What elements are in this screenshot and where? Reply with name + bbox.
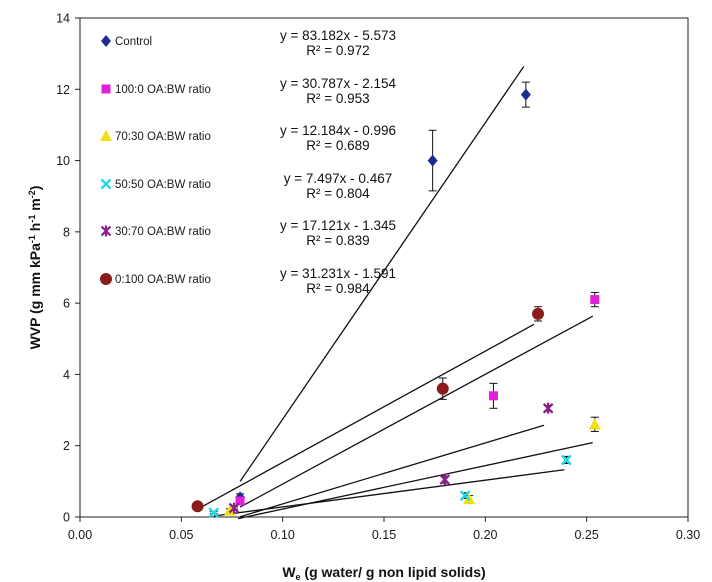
- y-axis-title: WVP (g mm kPa-1 h-1 m-2): [27, 186, 43, 350]
- y-tick-label: 0: [63, 511, 70, 525]
- legend-marker: [100, 273, 112, 285]
- r-squared-label: R² = 0.839: [306, 233, 369, 248]
- x-axis-title: We (g water/ g non lipid solids): [282, 564, 485, 582]
- legend-label: Control: [115, 36, 152, 48]
- x-tick-label: 0.10: [270, 528, 294, 542]
- r-squared-label: R² = 0.984: [306, 281, 370, 296]
- data-point: [588, 418, 601, 430]
- data-markers: [191, 88, 601, 519]
- legend-marker: [101, 35, 111, 47]
- trendline: [213, 469, 565, 517]
- equation-label: y = 17.121x - 1.345: [280, 218, 396, 233]
- x-tick-label: 0.05: [169, 528, 193, 542]
- legend-marker: [100, 178, 112, 190]
- equation-label: y = 83.182x - 5.573: [280, 28, 396, 43]
- data-point: [439, 474, 451, 486]
- equation-label: y = 31.231x - 1.591: [280, 266, 396, 281]
- data-point: [191, 500, 204, 513]
- legend-marker: [100, 130, 112, 141]
- y-axis-ticks: 0 2 4 6 8 10 12 14: [56, 12, 80, 525]
- x-tick-label: 0.30: [676, 528, 700, 542]
- data-point: [520, 88, 531, 101]
- error-bars: [193, 81, 599, 515]
- data-point: [427, 154, 438, 167]
- r-squared-label: R² = 0.953: [306, 91, 369, 106]
- legend-label: 70:30 OA:BW ratio: [115, 131, 211, 143]
- legend-label: 0:100 OA:BW ratio: [115, 274, 211, 286]
- data-point: [436, 382, 449, 395]
- data-point: [235, 496, 245, 506]
- trendline: [237, 441, 593, 520]
- trendline: [239, 424, 545, 518]
- trendline: [239, 315, 594, 508]
- data-point: [488, 391, 498, 401]
- x-tick-label: 0.20: [473, 528, 497, 542]
- data-point: [532, 307, 545, 320]
- equation-label: y = 12.184x - 0.996: [280, 123, 396, 138]
- data-point: [561, 454, 572, 466]
- legend-label: 50:50 OA:BW ratio: [115, 179, 211, 191]
- y-tick-label: 12: [56, 83, 70, 97]
- equation-label: y = 7.497x - 0.467: [284, 171, 392, 186]
- r-squared-label: R² = 0.689: [306, 138, 369, 153]
- r-squared-label: R² = 0.972: [306, 43, 369, 58]
- y-tick-label: 4: [63, 368, 70, 382]
- data-point: [208, 507, 220, 519]
- data-point: [228, 502, 240, 514]
- equation-label: y = 30.787x - 2.154: [280, 76, 396, 91]
- y-tick-label: 6: [63, 297, 70, 311]
- trendline: [197, 323, 535, 510]
- legend-label: 100:0 OA:BW ratio: [115, 84, 211, 96]
- legend-marker: [100, 225, 112, 237]
- legend: Control 100:0 OA:BW ratio 70:30 OA:BW rati…: [100, 35, 211, 286]
- x-axis-ticks: 0.00 0.05 0.10 0.15 0.20 0.25 0.30: [68, 517, 700, 542]
- data-point: [459, 490, 471, 501]
- data-point: [590, 295, 600, 305]
- x-tick-label: 0.15: [372, 528, 396, 542]
- trendlines: [197, 65, 594, 520]
- legend-label: 30:70 OA:BW ratio: [115, 226, 211, 238]
- y-tick-label: 14: [56, 12, 70, 26]
- x-tick-label: 0.00: [68, 528, 92, 542]
- y-tick-label: 10: [56, 154, 70, 168]
- legend-marker: [101, 84, 111, 94]
- y-tick-label: 2: [63, 439, 70, 453]
- data-point: [542, 402, 554, 414]
- r-squared-label: R² = 0.804: [306, 186, 370, 201]
- trendline: [239, 65, 525, 482]
- y-tick-label: 8: [63, 225, 70, 239]
- x-tick-label: 0.25: [574, 528, 598, 542]
